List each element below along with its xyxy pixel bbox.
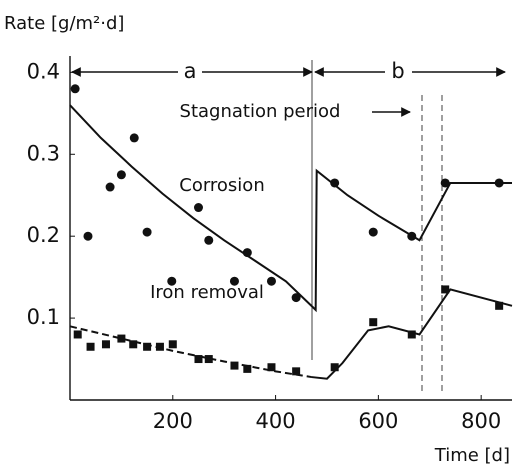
point (495, 301, 504, 310)
annotation: a (184, 59, 197, 83)
point (167, 276, 177, 286)
point (168, 340, 177, 349)
x-tick-label: 800 (461, 409, 501, 433)
point (194, 355, 203, 364)
point (204, 355, 213, 364)
point (242, 248, 252, 258)
point (368, 227, 378, 237)
fit-line (311, 288, 513, 380)
point (116, 170, 126, 180)
series-label: Corrosion (179, 175, 264, 196)
x-tick-label: 200 (153, 409, 193, 433)
point (86, 342, 95, 351)
point (155, 342, 164, 351)
point (204, 235, 214, 245)
point (291, 293, 301, 303)
point (143, 342, 152, 351)
point (70, 84, 80, 94)
point (330, 178, 340, 188)
x-tick-label: 600 (358, 409, 398, 433)
series-label: Iron removal (150, 282, 264, 303)
point (230, 361, 239, 370)
y-axis-label: Rate [g/m²·d] (4, 13, 124, 34)
annotation: Stagnation period (180, 101, 341, 122)
point (369, 318, 378, 327)
annotation: b (391, 59, 404, 83)
point (73, 330, 82, 339)
point (243, 364, 252, 373)
point (83, 231, 93, 241)
point (330, 363, 339, 372)
fit-line (69, 325, 312, 379)
point (129, 133, 139, 143)
point (494, 178, 504, 188)
period-arrows (71, 60, 506, 395)
y-tick-label: 0.1 (27, 305, 60, 329)
point (440, 178, 450, 188)
point (407, 330, 416, 339)
point (229, 276, 239, 286)
point (117, 334, 126, 343)
x-tick-label: 400 (256, 409, 296, 433)
point (441, 285, 450, 294)
point (105, 182, 115, 192)
y-tick-label: 0.3 (27, 141, 60, 165)
point (292, 367, 301, 376)
point (101, 340, 110, 349)
y-tick-label: 0.2 (27, 223, 60, 247)
y-tick-label: 0.4 (27, 59, 60, 83)
point (267, 363, 276, 372)
x-axis-label: Time [d] (434, 445, 510, 466)
point (407, 231, 417, 241)
point (266, 276, 276, 286)
point (129, 340, 138, 349)
point (193, 203, 203, 213)
point (142, 227, 152, 237)
fit-line (69, 104, 512, 313)
